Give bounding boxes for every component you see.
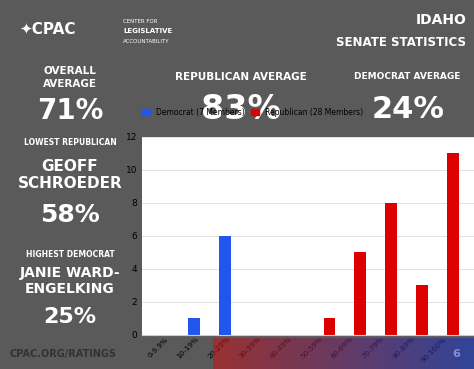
Bar [219,236,231,335]
Text: 83%: 83% [201,93,281,125]
Text: 25%: 25% [43,307,97,327]
Text: 58%: 58% [40,203,100,227]
Bar [355,252,366,335]
Bar [324,318,335,335]
Bar [385,203,397,335]
Text: CPAC.ORG/RATINGS: CPAC.ORG/RATINGS [9,349,117,359]
Bar [188,318,200,335]
Text: HIGHEST DEMOCRAT: HIGHEST DEMOCRAT [26,250,114,259]
Text: 71%: 71% [36,97,103,125]
Text: OVERALL
AVERAGE: OVERALL AVERAGE [43,66,97,89]
Text: CENTER FOR: CENTER FOR [123,19,158,24]
Text: ✦CPAC: ✦CPAC [19,21,75,36]
Text: REPUBLICAN AVERAGE: REPUBLICAN AVERAGE [175,72,306,82]
Text: 6: 6 [452,349,460,359]
Text: LEGISLATIVE: LEGISLATIVE [123,28,173,34]
Legend: Democrat (7 Members), Republican (28 Members): Democrat (7 Members), Republican (28 Mem… [139,105,366,120]
Text: JANIE WARD-
ENGELKING: JANIE WARD- ENGELKING [19,266,120,296]
Bar [447,153,459,335]
Text: ACCOUNTABILITY: ACCOUNTABILITY [123,39,170,44]
Text: DEMOCRAT AVERAGE: DEMOCRAT AVERAGE [355,72,461,81]
Text: GEOFF
SCHROEDER: GEOFF SCHROEDER [18,159,122,191]
Text: IDAHO: IDAHO [416,13,466,27]
Text: LOWEST REPUBLICAN: LOWEST REPUBLICAN [24,138,116,147]
Text: 24%: 24% [371,94,444,124]
Text: SENATE STATISTICS: SENATE STATISTICS [337,37,466,49]
Bar [416,285,428,335]
